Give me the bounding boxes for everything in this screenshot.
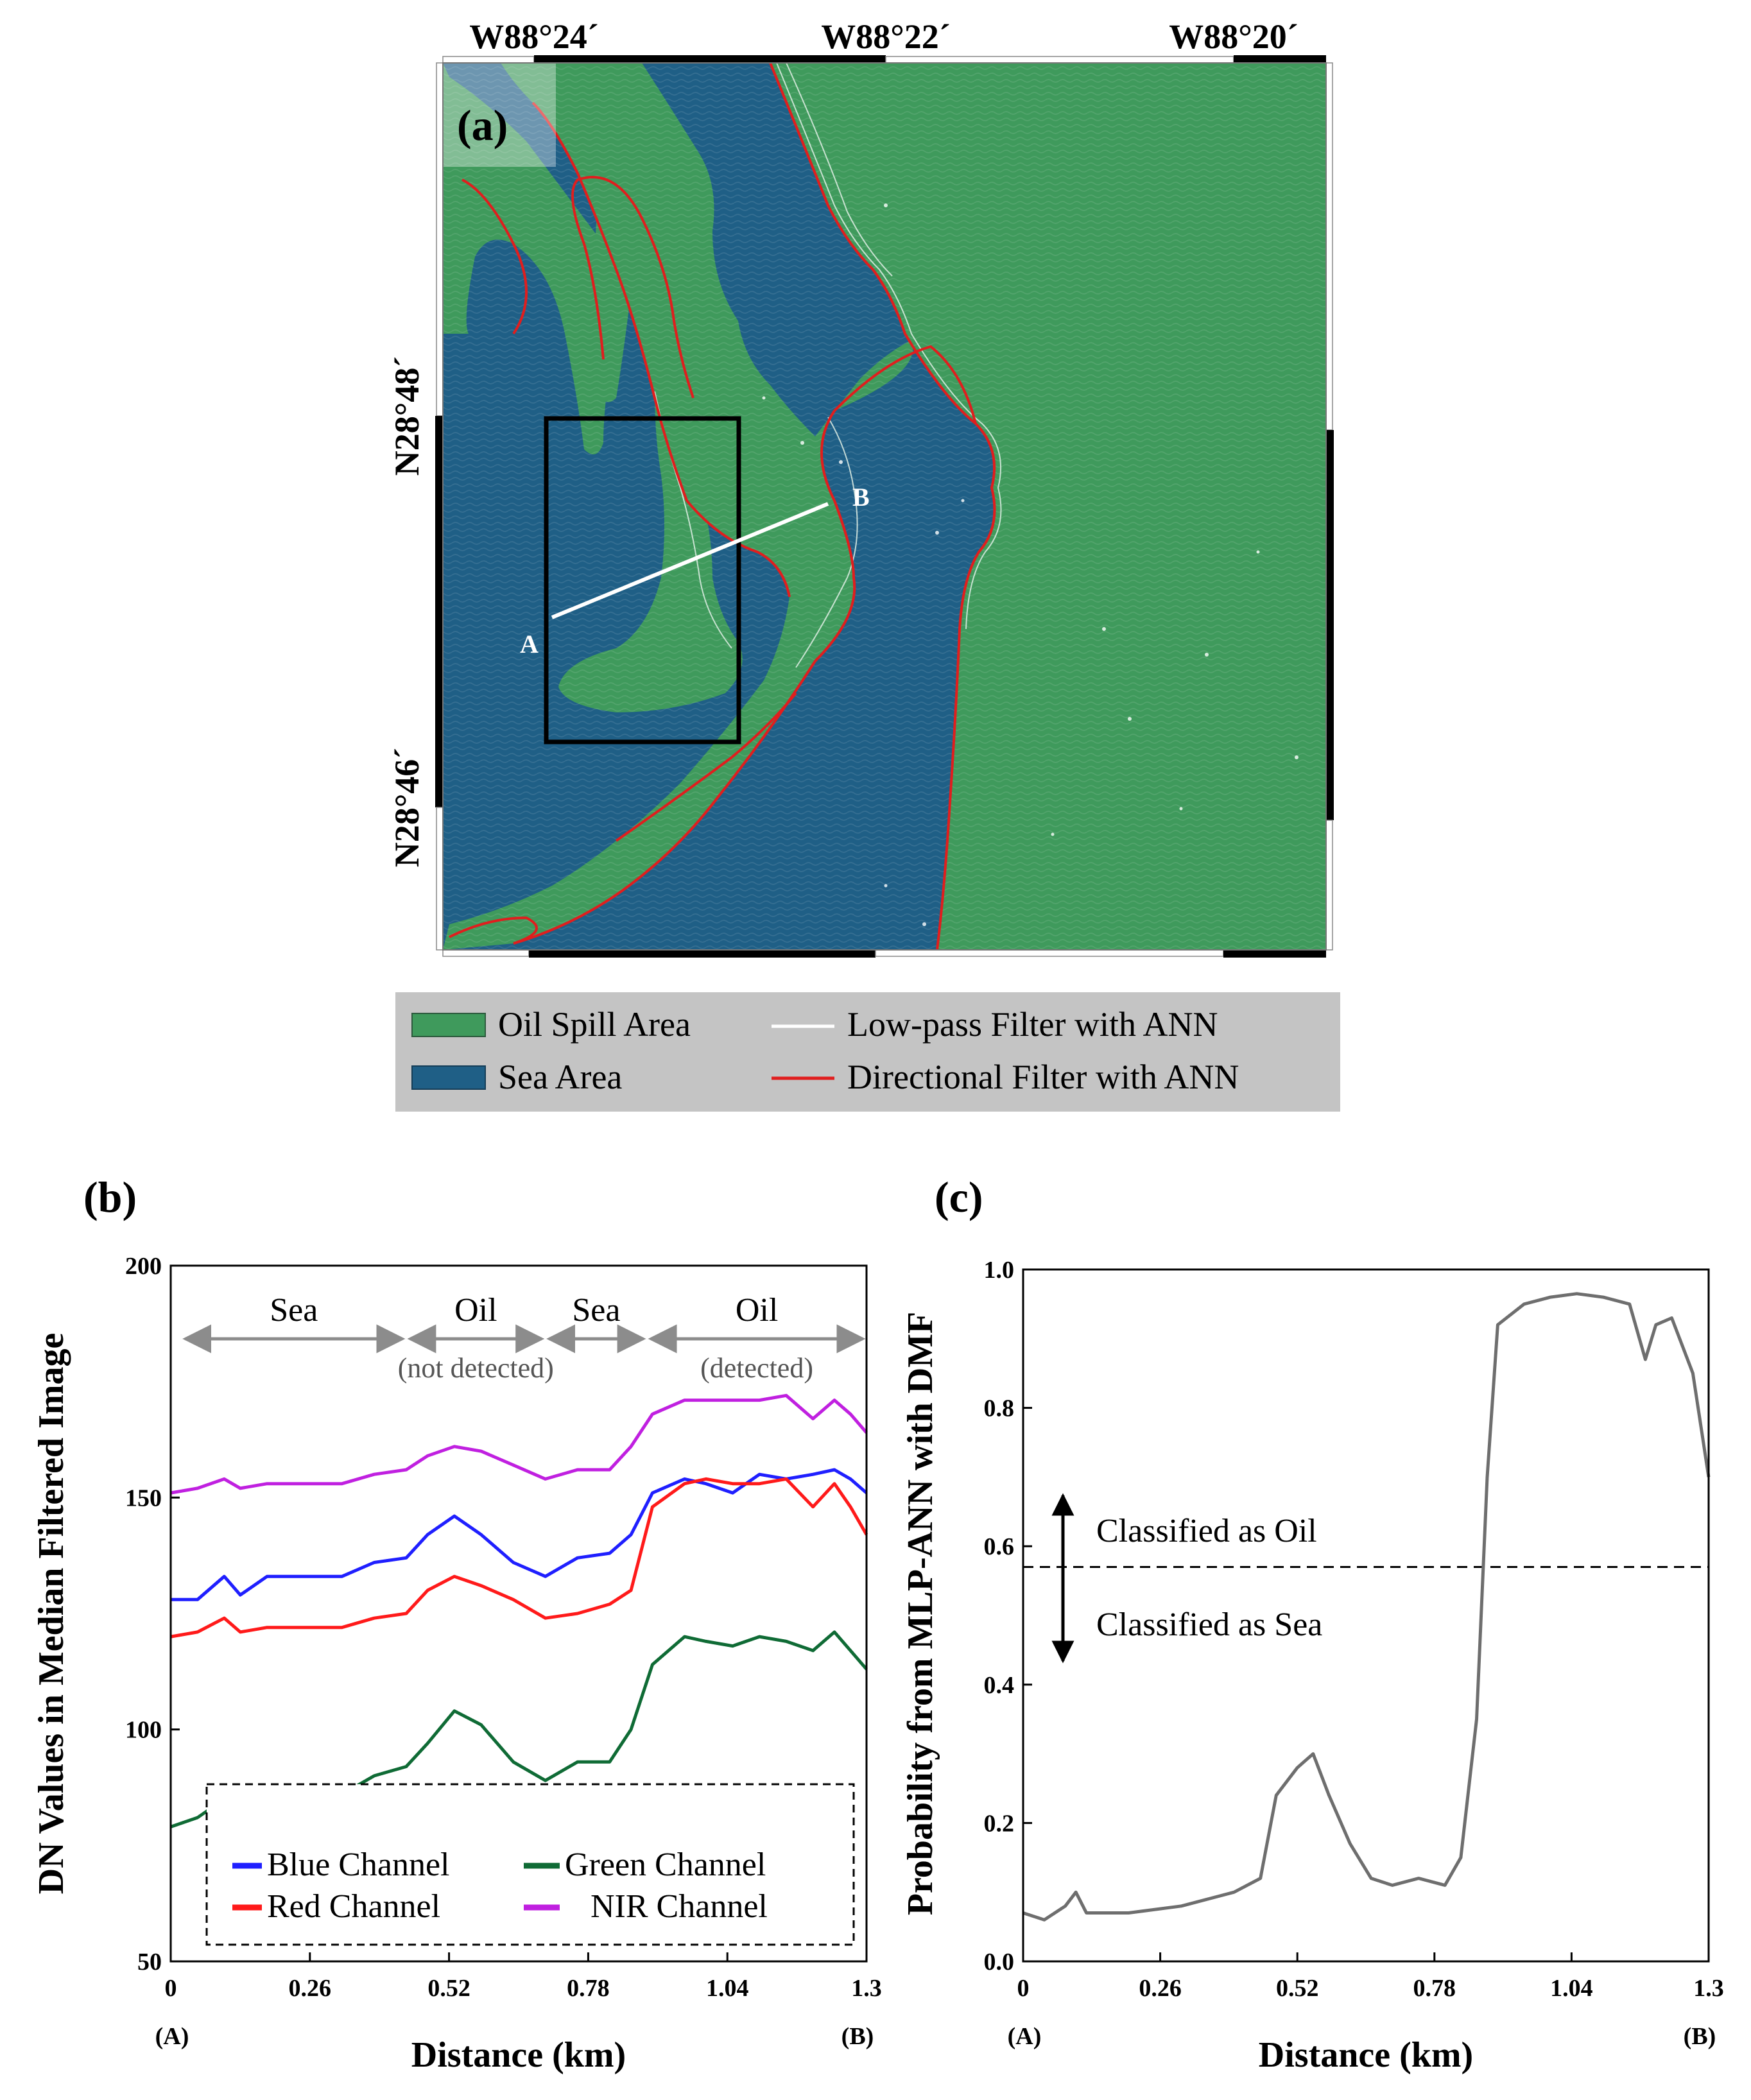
lon-tick-1: W88°24´ (469, 17, 599, 56)
directional-filter-boundary (449, 63, 996, 950)
series-line-blue-channel (171, 1468, 868, 1601)
point-a-label: A (520, 630, 539, 658)
region-sublabel: (detected) (700, 1352, 813, 1384)
y-tick-label: 100 (125, 1717, 162, 1744)
panel-a-label: (a) (457, 101, 508, 150)
legend-directional-label: Directional Filter with ANN (847, 1058, 1239, 1096)
legend-blue-label: Blue Channel (267, 1846, 450, 1883)
x-tick-label: 0 (165, 1975, 177, 2002)
map-legend: Oil Spill Area Sea Area Low-pass Filter … (395, 992, 1340, 1112)
x-tick-label: 0.26 (1139, 1975, 1182, 2002)
panel-b-label: (b) (83, 1173, 137, 1221)
lat-tick-2: N28°46´ (388, 748, 426, 868)
legend-green-label: Green Channel (565, 1846, 766, 1883)
y-tick-label: 50 (137, 1949, 162, 1975)
x-tick-label: 0 (1017, 1975, 1030, 2002)
y-tick-label: 0.4 (984, 1672, 1015, 1699)
chart-b-ylabel: DN Values in Median Filtered Image (31, 1333, 71, 1895)
y-tick-label: 0.2 (984, 1810, 1015, 1837)
y-tick-label: 0.8 (984, 1395, 1015, 1422)
series-line-red-channel (170, 1477, 868, 1639)
region-label: Oil (736, 1292, 778, 1329)
series-line-nir-channel (170, 1393, 868, 1495)
chart-b-xlabel: Distance (km) (411, 2035, 626, 2075)
x-tick-label: 1.3 (1693, 1975, 1724, 2002)
chart-b-regions: Sea Oil (not detected) Sea Oil (detected) (182, 1292, 866, 1384)
y-tick-label: 1.0 (984, 1257, 1015, 1284)
chart-c: (c) 0 0.26 0.52 0.78 1.04 1.3 0.0 0.2 0.4 0.6 0.8 1… (901, 1173, 1724, 2075)
chart-b-end-label: (B) (841, 2023, 874, 2050)
x-tick-label: 1.3 (851, 1975, 882, 2002)
series-line-probability (1022, 1292, 1711, 1922)
map-panel: (a) A B W88°24´ W88°22´ W88°20´ N28°48´ … (388, 17, 1340, 1112)
region-label: Oil (454, 1292, 497, 1329)
chart-c-end-label: (B) (1684, 2023, 1716, 2050)
x-tick-label: 0.52 (1276, 1975, 1319, 2002)
legend-nir-label: NIR Channel (591, 1888, 768, 1925)
region-label: Sea (270, 1292, 318, 1329)
transect-line (551, 502, 829, 619)
legend-swatch-oil (411, 1013, 486, 1037)
chart-b: (b) 0 0.26 0.52 0.78 1.04 1.3 50 100 150 200 Dist… (31, 1173, 882, 2075)
legend-lowpass-label: Low-pass Filter with ANN (847, 1005, 1218, 1044)
x-tick-label: 1.04 (706, 1975, 749, 2002)
x-tick-label: 0.78 (1413, 1975, 1456, 2002)
x-tick-label: 1.04 (1550, 1975, 1593, 2002)
chart-c-ylabel: Probability from MLP-ANN with DMF (901, 1312, 940, 1916)
y-tick-label: 0.0 (984, 1949, 1015, 1975)
x-tick-label: 0.78 (567, 1975, 610, 2002)
legend-sea-label: Sea Area (498, 1058, 622, 1096)
point-b-label: B (852, 483, 870, 512)
y-tick-label: 0.6 (984, 1533, 1015, 1560)
x-tick-label: 0.26 (289, 1975, 332, 2002)
y-tick-label: 150 (125, 1485, 162, 1511)
lon-tick-2: W88°22´ (821, 17, 951, 56)
region-label: Sea (572, 1292, 620, 1329)
chart-c-frame (1022, 1268, 1710, 1963)
panel-c-label: (c) (935, 1173, 983, 1221)
legend-oil-label: Oil Spill Area (498, 1005, 691, 1044)
lat-tick-1: N28°48´ (388, 356, 426, 476)
x-tick-label: 0.52 (427, 1975, 470, 2002)
chart-c-start-label: (A) (1008, 2023, 1042, 2050)
chart-b-legend: Blue Channel Green Channel Red Channel N… (205, 1783, 855, 1946)
annotation-sea: Classified as Sea (1096, 1606, 1322, 1643)
y-tick-label: 200 (125, 1253, 162, 1280)
lon-tick-3: W88°20´ (1169, 17, 1298, 56)
legend-swatch-sea (411, 1065, 486, 1090)
region-sublabel: (not detected) (398, 1352, 554, 1384)
chart-c-xlabel: Distance (km) (1259, 2035, 1473, 2075)
chart-b-frame (169, 1264, 868, 1963)
chart-b-start-label: (A) (155, 2023, 189, 2050)
legend-red-label: Red Channel (267, 1888, 440, 1925)
annotation-oil: Classified as Oil (1096, 1513, 1317, 1549)
zoom-box (544, 416, 741, 744)
